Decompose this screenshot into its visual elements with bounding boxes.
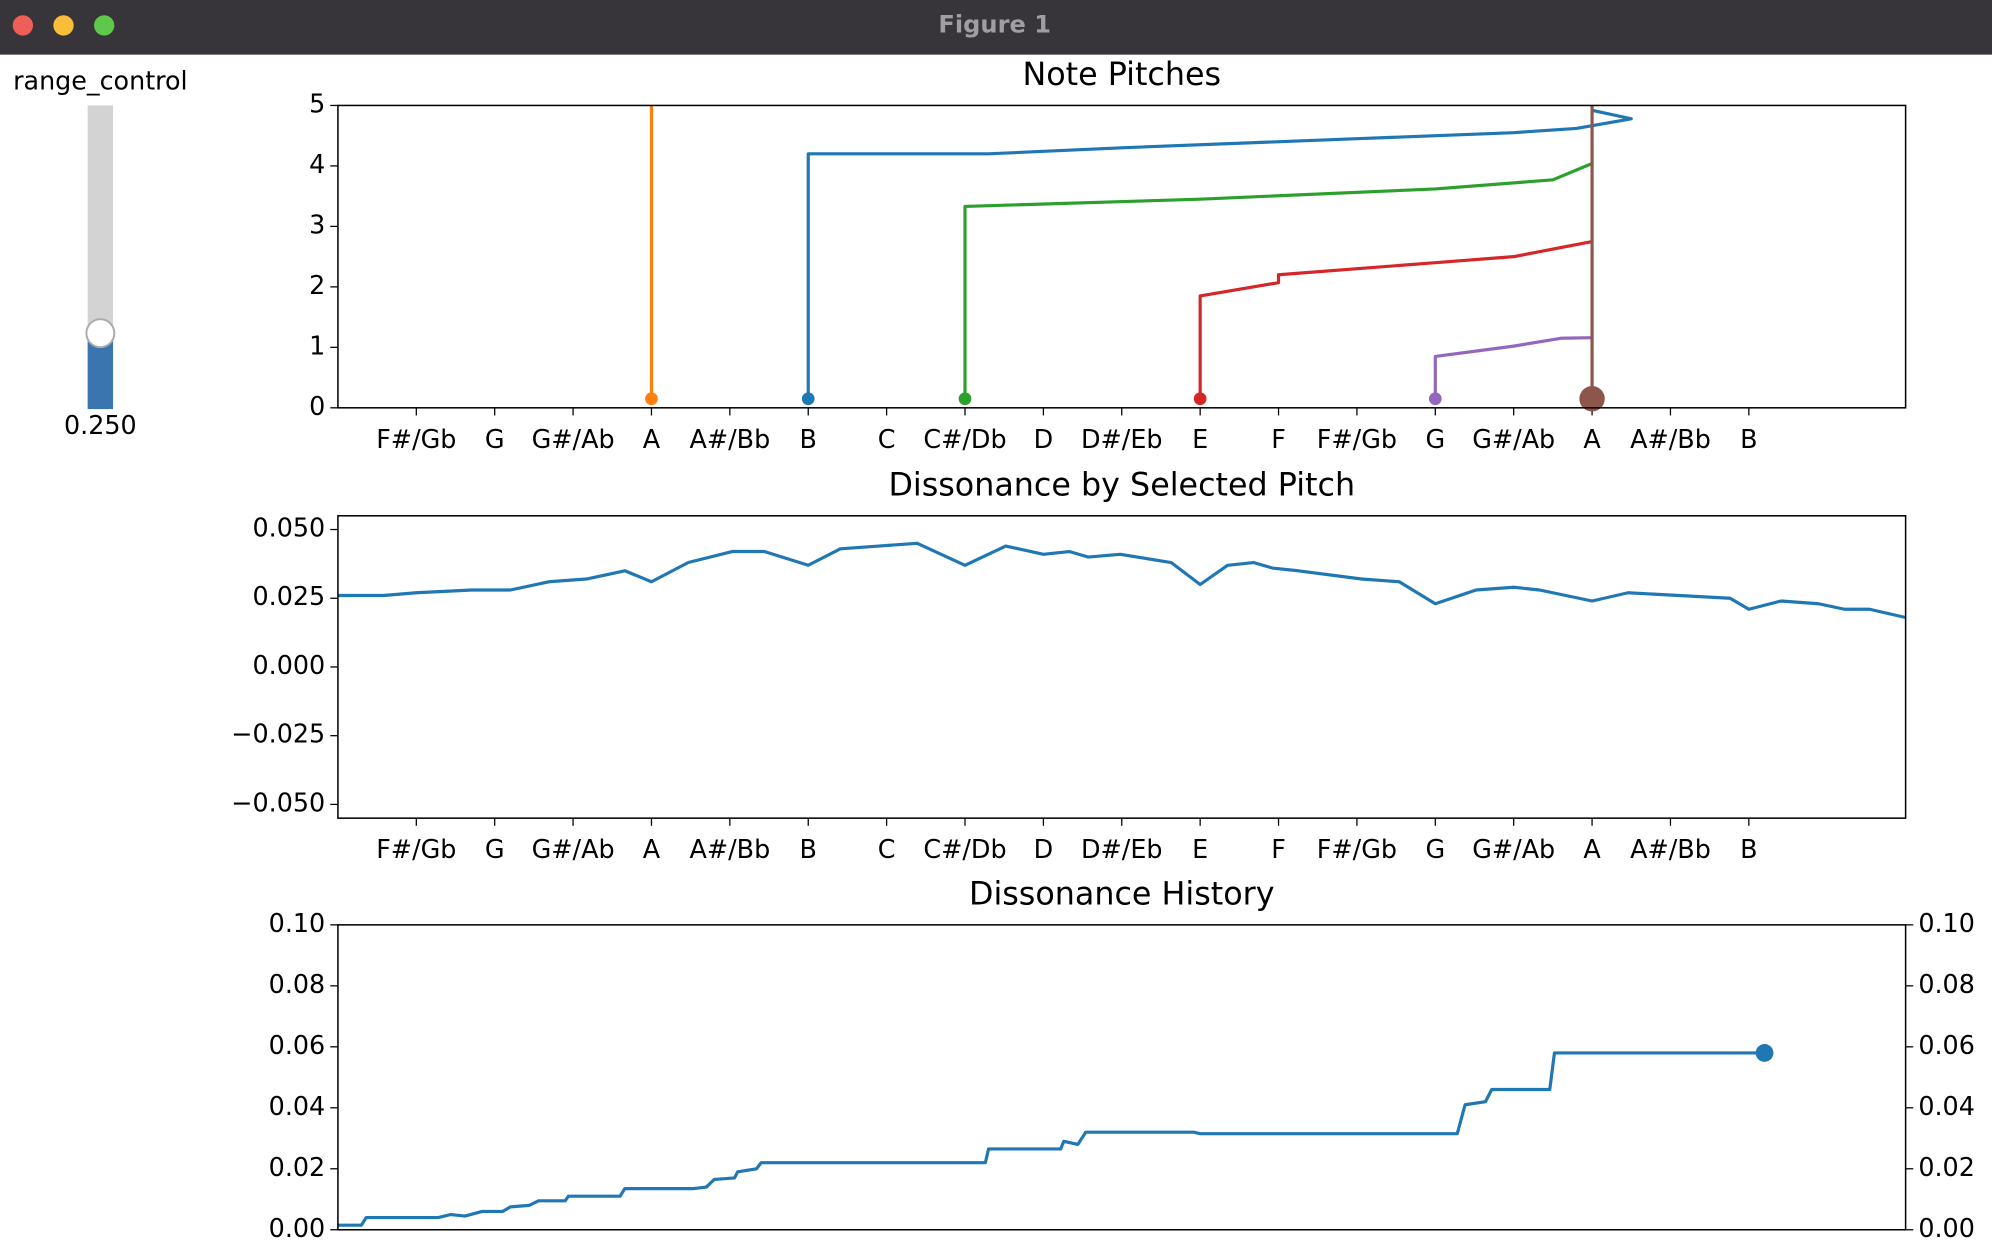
x-tick-label: G	[1425, 834, 1445, 864]
y2-tick-label: 0.06	[1918, 1030, 1975, 1060]
point-marker	[1755, 1044, 1774, 1062]
axes-frame	[337, 104, 1907, 409]
point-marker	[801, 392, 815, 406]
point-marker	[958, 392, 972, 406]
x-tick-label: F	[1271, 834, 1286, 864]
x-tick-label: D	[1034, 834, 1054, 864]
chart-title: Dissonance by Selected Pitch	[888, 468, 1355, 504]
x-tick-label: D#/Eb	[1081, 424, 1163, 454]
y-tick-label: 1	[309, 330, 325, 360]
title-bar	[0, 0, 1992, 55]
y-tick-label: 4	[309, 149, 325, 179]
point-marker	[1579, 386, 1605, 412]
point-marker	[1428, 392, 1442, 406]
y-tick-label: 0.02	[269, 1152, 326, 1182]
x-tick-label: G#/Ab	[1472, 834, 1555, 864]
x-tick-label: G#/Ab	[1472, 424, 1555, 454]
x-tick-label: G	[1425, 424, 1445, 454]
point-marker	[1193, 392, 1207, 406]
slider-handle[interactable]	[85, 318, 116, 349]
x-tick-label: F#/Gb	[376, 424, 456, 454]
point-marker	[645, 392, 658, 406]
x-tick-label: E	[1192, 424, 1208, 454]
x-tick-label: F#/Gb	[376, 834, 456, 864]
x-tick-label: A#/Bb	[1630, 424, 1711, 454]
series-line	[337, 1051, 1765, 1227]
x-tick-label: C	[878, 834, 896, 864]
axes-frame	[337, 924, 1907, 1231]
x-tick-label: A	[1583, 424, 1601, 454]
x-tick-label: D	[1034, 424, 1054, 454]
x-tick-label: F#/Gb	[1317, 424, 1397, 454]
x-tick-label: B	[1740, 834, 1757, 864]
y-tick-label: 2	[309, 270, 325, 300]
x-tick-label: D#/Eb	[1081, 834, 1163, 864]
y-tick-label: 3	[309, 209, 325, 239]
series-line	[1198, 239, 1593, 399]
x-tick-label: B	[800, 834, 817, 864]
x-tick-label: A#/Bb	[689, 424, 770, 454]
slider-label: range_control	[13, 66, 188, 96]
y-tick-label: 0.08	[269, 969, 326, 999]
chart-title: Note Pitches	[1022, 57, 1221, 93]
x-tick-label: G	[485, 424, 505, 454]
y2-tick-label: 0.00	[1918, 1213, 1975, 1243]
x-tick-label: F#/Gb	[1317, 834, 1397, 864]
y2-tick-label: 0.02	[1918, 1152, 1975, 1182]
x-tick-label: A#/Bb	[689, 834, 770, 864]
x-tick-label: E	[1192, 834, 1208, 864]
y-tick-label: 0.06	[269, 1030, 326, 1060]
axes-frame	[337, 515, 1907, 819]
y-tick-label: 0.10	[269, 908, 326, 938]
y-tick-label: −0.025	[231, 719, 325, 749]
y-tick-label: 0.04	[269, 1091, 326, 1121]
zoom-button[interactable]	[94, 15, 115, 36]
y2-tick-label: 0.10	[1918, 908, 1975, 938]
x-tick-label: A#/Bb	[1630, 834, 1711, 864]
x-tick-label: G	[485, 834, 505, 864]
y2-tick-label: 0.04	[1918, 1091, 1975, 1121]
y-tick-label: 0.025	[253, 581, 326, 611]
chart-title: Dissonance History	[969, 877, 1275, 913]
close-button[interactable]	[12, 15, 34, 36]
x-tick-label: A	[643, 834, 661, 864]
window-title: Figure 1	[938, 10, 1051, 38]
x-tick-label: C	[878, 424, 896, 454]
x-tick-label: C#/Db	[923, 834, 1006, 864]
x-tick-label: B	[800, 424, 817, 454]
y-tick-label: 0.000	[253, 650, 326, 680]
x-tick-label: A	[643, 424, 661, 454]
x-tick-label: B	[1740, 424, 1757, 454]
x-tick-label: G#/Ab	[532, 834, 615, 864]
y-tick-label: −0.050	[231, 787, 325, 817]
y-tick-label: 5	[309, 88, 325, 118]
slider-value: 0.250	[64, 410, 137, 440]
x-tick-label: G#/Ab	[532, 424, 615, 454]
x-tick-label: C#/Db	[923, 424, 1006, 454]
minimize-button[interactable]	[53, 15, 74, 36]
series-line	[1433, 336, 1593, 399]
y-tick-label: 0.050	[253, 513, 326, 543]
y2-tick-label: 0.08	[1918, 969, 1975, 999]
x-tick-label: A	[1583, 834, 1601, 864]
series-line	[337, 541, 1906, 620]
series-line	[963, 162, 1593, 399]
series-line	[806, 108, 1633, 399]
y-tick-label: 0.00	[269, 1213, 326, 1243]
y-tick-label: 0	[309, 391, 325, 421]
x-tick-label: F	[1271, 424, 1286, 454]
